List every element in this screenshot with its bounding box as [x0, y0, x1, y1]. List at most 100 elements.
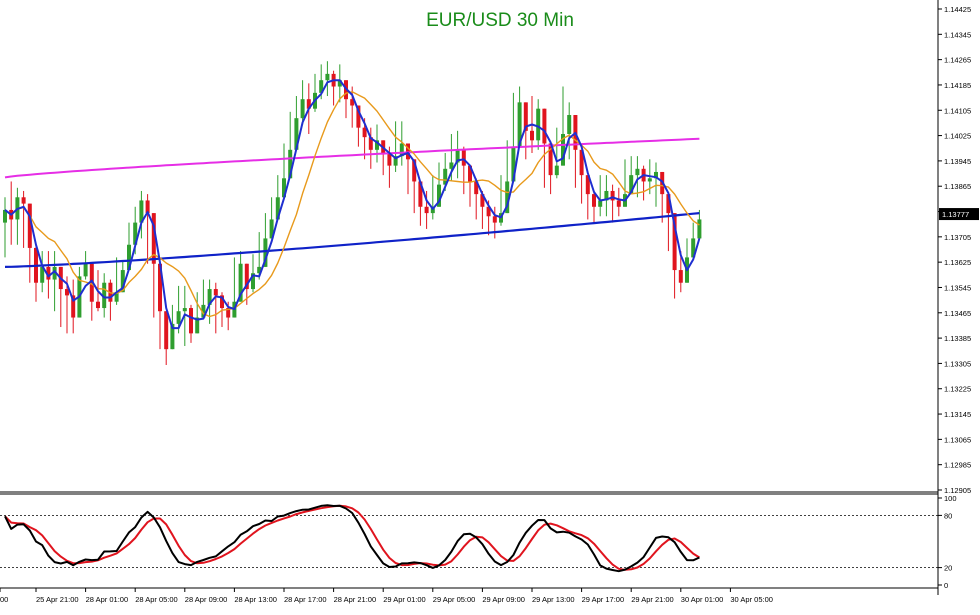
mid-moving-average-line — [17, 91, 700, 318]
candle-body — [517, 102, 522, 147]
oscillator-signal-line — [4, 504, 700, 571]
candle-body — [629, 175, 634, 195]
price-tick-label: 1.13385 — [944, 334, 971, 343]
price-tick-label: 1.13465 — [944, 309, 971, 318]
candle-body — [133, 222, 138, 245]
candle — [189, 304, 193, 343]
candle — [393, 121, 398, 172]
candle-body — [158, 263, 162, 312]
candle-body — [449, 162, 454, 169]
candle-body — [275, 197, 280, 220]
oscillator-main-line — [4, 504, 700, 573]
candle-body — [3, 209, 7, 223]
candle — [3, 197, 7, 258]
candle — [455, 130, 460, 179]
candle — [666, 194, 671, 252]
candle-body — [350, 99, 355, 106]
candle-body — [226, 308, 231, 318]
candle-body — [604, 190, 609, 201]
candle-body — [238, 263, 243, 302]
time-tick-label: 25 Apr 21:00 — [36, 595, 79, 604]
candle-body — [127, 244, 131, 271]
candle — [517, 86, 522, 147]
price-tick-label: 1.13065 — [944, 435, 971, 444]
time-tick-label: 29 Apr 17:00 — [582, 595, 625, 604]
indicator-level-label: 0 — [944, 581, 948, 590]
candle — [536, 99, 541, 150]
candle — [548, 143, 553, 195]
price-tick-label: 1.14265 — [944, 56, 971, 65]
candle-body — [542, 108, 547, 144]
candle-body — [244, 263, 249, 290]
price-tick-label: 1.13945 — [944, 157, 971, 166]
candle-body — [387, 152, 392, 166]
candle-body — [282, 178, 286, 198]
candle — [83, 251, 88, 280]
candle-body — [691, 238, 696, 258]
candle — [195, 292, 200, 334]
candle-body — [635, 168, 640, 176]
time-tick-label: 29 Apr 01:00 — [383, 595, 426, 604]
candle-body — [114, 292, 119, 302]
candle-body — [145, 200, 150, 214]
candle — [300, 80, 305, 125]
price-tick-label: 1.12985 — [944, 461, 971, 470]
candle-body — [195, 317, 200, 334]
candle-body — [201, 304, 206, 318]
candle-body — [362, 127, 367, 138]
candle — [201, 279, 206, 318]
candle — [511, 92, 516, 182]
candle-body — [654, 171, 658, 179]
candle-body — [65, 289, 69, 296]
price-tick-label: 1.12905 — [944, 486, 971, 495]
time-tick-label: 28 Apr 05:00 — [135, 595, 178, 604]
candle — [474, 178, 479, 220]
candle — [275, 175, 280, 220]
candle-body — [492, 216, 497, 223]
candle — [585, 175, 590, 220]
candle-body — [523, 102, 528, 131]
candle-body — [257, 266, 262, 274]
candle — [139, 190, 144, 239]
candle-body — [486, 206, 491, 217]
candle-body — [27, 203, 32, 248]
candle-body — [139, 200, 144, 223]
candle-body — [647, 178, 652, 182]
candle-body — [412, 159, 417, 182]
candle-body — [437, 184, 441, 207]
candle-body — [46, 266, 51, 280]
price-tick-label: 1.13545 — [944, 283, 971, 292]
candle-body — [418, 181, 423, 207]
price-tick-label: 1.14105 — [944, 106, 971, 115]
candle — [542, 108, 547, 188]
candle — [176, 285, 181, 334]
current-price-label: 1.13777 — [942, 210, 969, 219]
candle — [288, 111, 293, 179]
indicator-level-label: 100 — [944, 494, 957, 503]
candle — [337, 64, 342, 103]
candle-body — [294, 118, 299, 150]
fast-moving-average-line — [4, 79, 701, 330]
candle-body — [375, 140, 379, 150]
candle-body — [52, 266, 57, 280]
candle — [257, 232, 262, 280]
candle-body — [672, 213, 677, 271]
candle-body — [505, 181, 510, 214]
candle-body — [424, 206, 429, 214]
candle — [418, 181, 423, 226]
candle-body — [220, 295, 224, 309]
time-tick-label: 29 Apr 09:00 — [482, 595, 525, 604]
candle — [629, 156, 634, 195]
candle-body — [455, 149, 460, 163]
candle-body — [393, 156, 398, 166]
price-tick-label: 1.13865 — [944, 182, 971, 191]
candle-body — [151, 213, 156, 264]
candle-body — [170, 323, 175, 350]
candle-body — [269, 219, 274, 239]
candle-body — [306, 99, 311, 109]
candle-body — [251, 273, 255, 290]
candle — [697, 209, 702, 239]
candle-body — [40, 266, 45, 283]
time-tick-label: 28 Apr 17:00 — [284, 595, 327, 604]
